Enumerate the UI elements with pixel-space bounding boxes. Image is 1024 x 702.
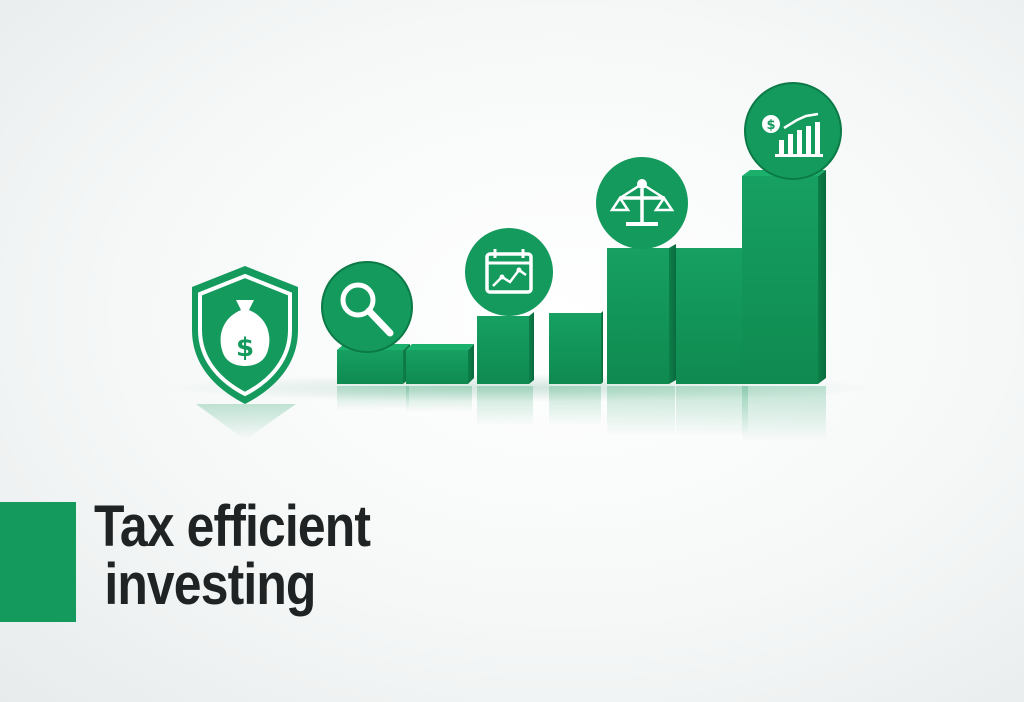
svg-text:$: $	[236, 333, 254, 363]
headline: Tax efficient investing	[94, 494, 371, 617]
bar-7	[742, 170, 826, 384]
bar-3	[477, 312, 534, 384]
headline-line-2: investing	[104, 552, 316, 617]
svg-text:$: $	[766, 118, 775, 133]
calendar-chart-icon	[465, 228, 553, 316]
bar-4	[549, 311, 603, 384]
growth-bars-icon: $	[744, 82, 842, 180]
balance-scale-icon	[596, 157, 688, 249]
magnifier-icon	[321, 261, 413, 353]
accent-block	[0, 502, 76, 622]
headline-line-1: Tax efficient	[94, 494, 371, 559]
bar-reflections	[196, 386, 826, 442]
growth-bars	[337, 170, 826, 384]
bar-5	[607, 244, 676, 384]
bar-2	[406, 344, 474, 384]
shield-money-bag-icon: $	[192, 266, 298, 404]
bar-6	[676, 244, 748, 384]
